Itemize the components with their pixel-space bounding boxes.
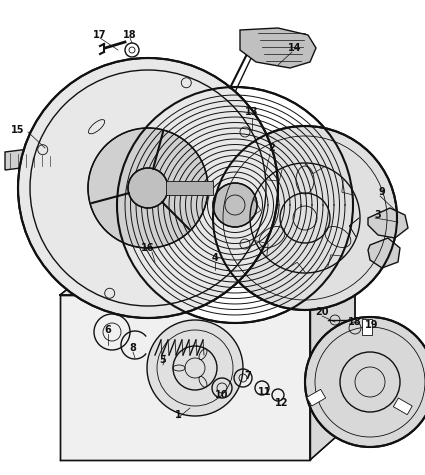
- Polygon shape: [240, 28, 316, 68]
- Text: 4: 4: [212, 253, 218, 263]
- Bar: [362, 319, 372, 335]
- Polygon shape: [166, 181, 213, 195]
- Text: 17: 17: [93, 30, 107, 40]
- Text: 15: 15: [11, 125, 25, 135]
- Polygon shape: [60, 255, 355, 295]
- Polygon shape: [310, 255, 355, 460]
- Circle shape: [18, 58, 278, 318]
- Circle shape: [213, 183, 257, 227]
- Text: 3: 3: [374, 210, 381, 220]
- Polygon shape: [60, 295, 310, 460]
- Text: 20: 20: [315, 307, 329, 317]
- Text: 7: 7: [245, 371, 251, 381]
- Polygon shape: [368, 208, 408, 238]
- Polygon shape: [368, 238, 400, 268]
- Text: 2: 2: [269, 143, 275, 153]
- Text: 9: 9: [379, 187, 385, 197]
- Text: 16: 16: [141, 243, 155, 253]
- Text: 18: 18: [348, 317, 362, 327]
- Text: 11: 11: [258, 387, 272, 397]
- Text: 13: 13: [245, 107, 259, 117]
- Text: 12: 12: [275, 398, 289, 408]
- Polygon shape: [5, 145, 60, 170]
- Circle shape: [305, 317, 425, 447]
- Text: 19: 19: [365, 320, 379, 330]
- Text: 6: 6: [105, 325, 111, 335]
- Bar: [394, 398, 412, 415]
- Text: 5: 5: [160, 355, 166, 365]
- Bar: [307, 390, 326, 406]
- Circle shape: [88, 128, 208, 248]
- Circle shape: [147, 320, 243, 416]
- Circle shape: [128, 168, 168, 208]
- Text: 1: 1: [175, 410, 181, 420]
- Text: 10: 10: [215, 390, 229, 400]
- Circle shape: [213, 126, 397, 310]
- Text: 18: 18: [123, 30, 137, 40]
- Text: 14: 14: [288, 43, 302, 53]
- Text: 8: 8: [130, 343, 136, 353]
- Circle shape: [117, 87, 353, 323]
